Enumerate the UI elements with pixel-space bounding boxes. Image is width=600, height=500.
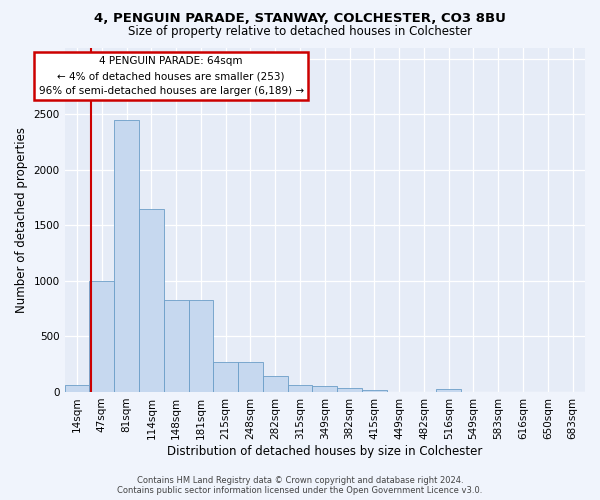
Text: Contains public sector information licensed under the Open Government Licence v3: Contains public sector information licen… <box>118 486 482 495</box>
Bar <box>114 120 139 392</box>
X-axis label: Distribution of detached houses by size in Colchester: Distribution of detached houses by size … <box>167 444 482 458</box>
Bar <box>164 300 188 392</box>
Text: 4 PENGUIN PARADE: 64sqm
← 4% of detached houses are smaller (253)
96% of semi-de: 4 PENGUIN PARADE: 64sqm ← 4% of detached… <box>38 56 304 96</box>
Bar <box>65 386 89 392</box>
Bar <box>287 386 313 392</box>
Bar <box>188 300 214 392</box>
Bar <box>313 386 337 392</box>
Bar <box>337 388 362 392</box>
Bar <box>89 281 114 392</box>
Y-axis label: Number of detached properties: Number of detached properties <box>15 126 28 312</box>
Bar <box>436 388 461 392</box>
Bar <box>214 362 238 392</box>
Bar <box>139 208 164 392</box>
Text: Contains HM Land Registry data © Crown copyright and database right 2024.: Contains HM Land Registry data © Crown c… <box>137 476 463 485</box>
Bar <box>263 376 287 392</box>
Text: 4, PENGUIN PARADE, STANWAY, COLCHESTER, CO3 8BU: 4, PENGUIN PARADE, STANWAY, COLCHESTER, … <box>94 12 506 26</box>
Bar <box>362 390 387 392</box>
Text: Size of property relative to detached houses in Colchester: Size of property relative to detached ho… <box>128 25 472 38</box>
Bar <box>238 362 263 392</box>
